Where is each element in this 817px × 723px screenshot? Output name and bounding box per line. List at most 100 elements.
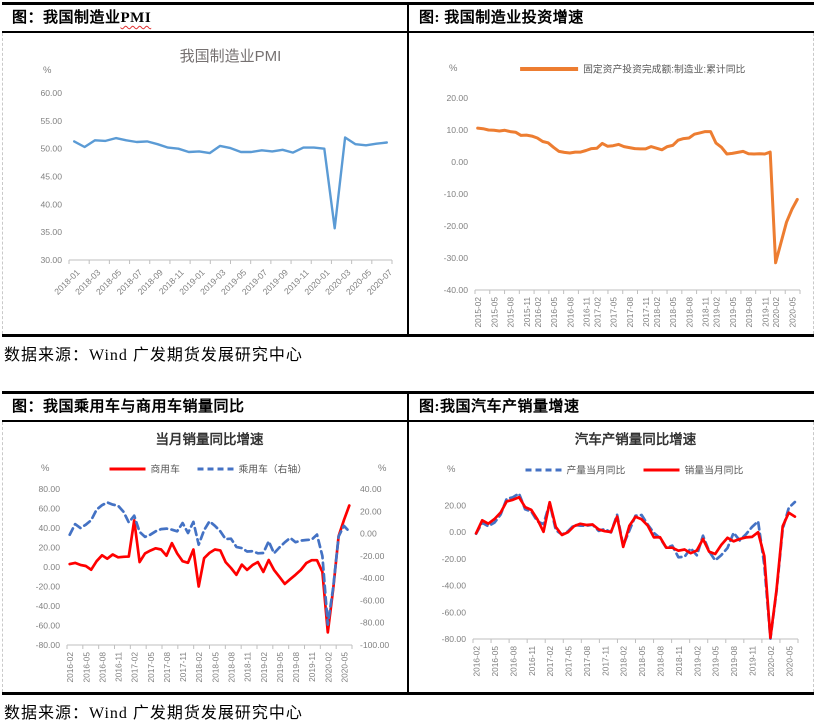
svg-text:2018-05: 2018-05 (637, 646, 647, 677)
svg-text:40.00: 40.00 (40, 199, 62, 209)
auto-production-sales-chart: 20.00 0.00 -20.00 -40.00 -60.00 -80.00% 2016-0… (442, 431, 799, 677)
svg-text:固定资产投资完成额:制造业:累计同比: 固定资产投资完成额:制造业:累计同比 (583, 63, 745, 76)
figure-table-bottom-body: 80.00 60.00 40.00 20.00 0.00 -20.00 -40.00 -60.… (2, 422, 814, 692)
svg-text:2015-05: 2015-05 (489, 297, 499, 328)
svg-text:2017-11: 2017-11 (600, 646, 610, 676)
svg-text:2016-08: 2016-08 (508, 646, 518, 677)
svg-text:2019-02: 2019-02 (259, 652, 269, 683)
figure-title-pmi-text: 图：我国制造业 (12, 10, 121, 26)
svg-text:40.00: 40.00 (360, 484, 382, 494)
svg-text:-40.00: -40.00 (36, 601, 61, 611)
svg-text:2017-05: 2017-05 (609, 297, 619, 328)
figure-title-pmi-squiggle: PMI (120, 10, 152, 26)
svg-text:2018-08: 2018-08 (684, 297, 694, 328)
svg-text:2019-02: 2019-02 (712, 297, 722, 328)
svg-text:2019-05: 2019-05 (711, 646, 721, 677)
svg-text:2017-02: 2017-02 (545, 646, 555, 677)
svg-text:2017-02: 2017-02 (592, 297, 602, 328)
svg-text:60.00: 60.00 (40, 88, 62, 98)
pmi-chart: 60.0055.0050.0045.0040.0035.0030.00%2018… (40, 48, 394, 297)
svg-text:2019-08: 2019-08 (744, 297, 754, 328)
svg-text:0.00: 0.00 (449, 527, 466, 537)
svg-text:2017-08: 2017-08 (582, 646, 592, 677)
svg-text:2016-08: 2016-08 (565, 297, 575, 328)
svg-text:2018-05: 2018-05 (210, 652, 220, 683)
svg-text:55.00: 55.00 (40, 116, 62, 126)
manufacturing-investment-chart: 20.00 10.00 0.00 -10.00 -20.00 -30.00 -40.00% 2… (444, 63, 801, 328)
svg-text:30.00: 30.00 (40, 255, 62, 265)
figure-title-vehicle-sales: 图：我国乘用车与商用车销量同比 (12, 399, 245, 415)
svg-text:2018-02: 2018-02 (194, 652, 204, 683)
investment-chart-cell: 20.00 10.00 0.00 -10.00 -20.00 -30.00 -40.00% 2… (407, 33, 814, 334)
svg-text:80.00: 80.00 (38, 484, 60, 494)
figure-table-bottom-header: 图：我国乘用车与商用车销量同比 图:我国汽车产销量增速 (2, 394, 814, 422)
svg-text:-10.00: -10.00 (444, 189, 469, 199)
svg-text:-60.00: -60.00 (442, 607, 467, 617)
vehicle-sales-chart: 80.00 60.00 40.00 20.00 0.00 -20.00 -40.00 -60.… (36, 431, 390, 683)
svg-text:%: % (447, 464, 456, 475)
svg-text:2019-11: 2019-11 (307, 652, 317, 682)
svg-text:0.00: 0.00 (451, 157, 468, 167)
svg-text:40.00: 40.00 (38, 523, 60, 533)
svg-text:2019-02: 2019-02 (692, 646, 702, 677)
figure-title-pmi: 图：我国制造业PMI (2, 5, 407, 31)
figure-title-auto-production: 图:我国汽车产销量增速 (407, 394, 814, 420)
svg-text:2020-02: 2020-02 (766, 646, 776, 677)
figure-block-top: 图：我国制造业PMI 图: 我国制造业投资增速 60.00 55.00 50.00 4… (2, 2, 814, 365)
svg-text:2015-11: 2015-11 (522, 297, 532, 327)
svg-text:2020-02: 2020-02 (323, 652, 333, 683)
pmi-chart-cell: 60.00 55.00 50.00 45.00 40.00 35.00 30.00% 2018… (2, 33, 407, 334)
svg-text:20.00: 20.00 (360, 506, 382, 516)
svg-text:2015-08: 2015-08 (506, 297, 516, 328)
svg-text:2016-08: 2016-08 (97, 652, 107, 683)
svg-text:-20.00: -20.00 (360, 551, 385, 561)
source-note-top: 数据来源：Wind 广发期货发展研究中心 (4, 347, 303, 364)
svg-text:20.00: 20.00 (446, 93, 468, 103)
svg-text:-20.00: -20.00 (36, 582, 61, 592)
svg-text:2016-02: 2016-02 (472, 646, 482, 677)
figure-table-top-body: 60.00 55.00 50.00 45.00 40.00 35.00 30.00% 2018… (2, 33, 814, 334)
svg-text:2019-05: 2019-05 (728, 297, 738, 328)
svg-text:2017-08: 2017-08 (625, 297, 635, 328)
svg-text:-100.00: -100.00 (360, 640, 389, 650)
svg-text:2017-05: 2017-05 (564, 646, 574, 677)
figure-table-top: 图：我国制造业PMI 图: 我国制造业投资增速 60.00 55.00 50.00 4… (2, 2, 814, 337)
svg-text:2017-11: 2017-11 (178, 652, 188, 682)
svg-text:10.00: 10.00 (446, 125, 468, 135)
svg-text:-40.00: -40.00 (442, 581, 467, 591)
svg-text:-60.00: -60.00 (36, 621, 61, 631)
svg-text:2016-02: 2016-02 (65, 652, 75, 683)
svg-text:2018-08: 2018-08 (227, 652, 237, 683)
vehicle-sales-chart-cell: 80.00 60.00 40.00 20.00 0.00 -20.00 -40.00 -60.… (2, 422, 407, 692)
figure-table-bottom: 图：我国乘用车与商用车销量同比 图:我国汽车产销量增速 80.00 60.00 40… (2, 391, 814, 695)
svg-text:35.00: 35.00 (40, 227, 62, 237)
auto-production-chart-cell: 20.00 0.00 -20.00 -40.00 -60.00 -80.00% 2016-0… (407, 422, 814, 692)
svg-text:当月销量同比增速: 当月销量同比增速 (156, 431, 264, 447)
svg-text:-30.00: -30.00 (444, 253, 469, 263)
svg-text:0.00: 0.00 (360, 529, 377, 539)
svg-text:2018-02: 2018-02 (619, 646, 629, 677)
source-note-bottom: 数据来源：Wind 广发期货发展研究中心 (4, 705, 303, 722)
svg-text:2016-05: 2016-05 (490, 646, 500, 677)
svg-text:2019-05: 2019-05 (275, 652, 285, 683)
svg-text:2019-08: 2019-08 (729, 646, 739, 677)
svg-text:商用车: 商用车 (151, 463, 181, 476)
svg-text:2018-11: 2018-11 (674, 646, 684, 676)
svg-text:2020-05: 2020-05 (784, 646, 794, 677)
svg-text:-80.00: -80.00 (442, 634, 467, 644)
svg-text:45.00: 45.00 (40, 172, 62, 182)
svg-text:2017-05: 2017-05 (146, 652, 156, 683)
svg-text:2018-02: 2018-02 (652, 297, 662, 328)
svg-text:销量当月同比: 销量当月同比 (685, 464, 744, 477)
svg-text:-20.00: -20.00 (444, 221, 469, 231)
svg-text:-20.00: -20.00 (442, 554, 467, 564)
figure-title-investment: 图: 我国制造业投资增速 (407, 5, 814, 31)
svg-text:2018-08: 2018-08 (656, 646, 666, 677)
svg-text:2015-02: 2015-02 (473, 297, 483, 328)
svg-text:-60.00: -60.00 (360, 595, 385, 605)
svg-text:2016-05: 2016-05 (549, 297, 559, 328)
svg-text:汽车产销量同比增速: 汽车产销量同比增速 (575, 431, 697, 447)
svg-text:20.00: 20.00 (444, 500, 466, 510)
svg-text:-40.00: -40.00 (444, 285, 469, 295)
svg-text:2016-11: 2016-11 (114, 652, 124, 682)
